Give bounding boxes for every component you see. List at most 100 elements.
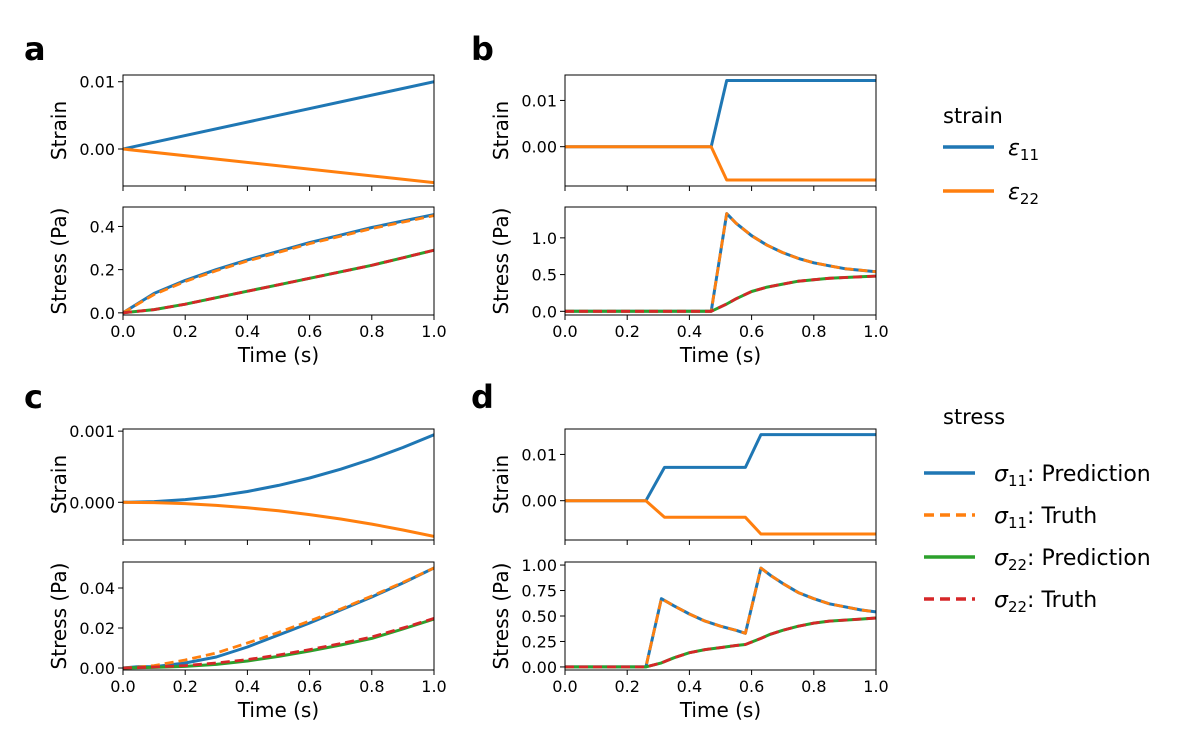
stress-legend-title: stress	[943, 405, 1005, 429]
stress-legend-entry-3: σ22: Truth	[924, 588, 1097, 616]
x-tick-label-a-stress-2: 0.4	[235, 322, 260, 341]
plots: 0.00 0.01 Strain 0.0 0.2 0.4 0.0 0.2 0.4 0.6 0.8 1.…	[47, 73, 889, 722]
plot-frame-a-strain	[122, 74, 435, 187]
plot-frame-c-stress	[122, 561, 435, 671]
y-tick-label-a-stress-0: 0.0	[90, 304, 115, 323]
series-line-c-stress-s22_pred	[123, 617, 434, 670]
x-tick-label-a-stress-1: 0.2	[172, 322, 197, 341]
y-axis-label-a-stress: Stress (Pa)	[47, 208, 71, 315]
y-tick-label-c-stress-0: 0.00	[79, 659, 115, 678]
stress-legend-entry-0: σ11: Prediction	[924, 462, 1151, 490]
x-tick-label-b-stress-4: 0.8	[801, 322, 826, 341]
stress-legend: stress σ11: Prediction σ11: Truth σ22: Pre…	[924, 405, 1151, 616]
panel-label-d: d	[471, 378, 494, 416]
strain-legend-title: strain	[943, 104, 1003, 128]
plot-b-stress: 0.0 0.5 1.0 0.0 0.2 0.4 0.6 0.8 1.0 Stress (Pa) Ti…	[489, 206, 889, 367]
series-line-d-stress-s11_pred	[565, 566, 876, 669]
y-tick-label-b-stress-2: 1.0	[532, 229, 557, 248]
y-tick-label-d-strain-1: 0.01	[521, 445, 557, 464]
y-tick-label-b-stress-1: 0.5	[532, 266, 557, 285]
y-axis-label-b-strain: Strain	[489, 101, 513, 160]
x-axis-label-b-stress: Time (s)	[679, 343, 761, 367]
y-axis-label-b-stress: Stress (Pa)	[489, 208, 513, 315]
series-line-c-stress-s11_pred	[123, 566, 434, 670]
strain-legend-entry-1: ε22	[943, 180, 1039, 208]
strain-legend-label-0: ε11	[1008, 136, 1039, 164]
plot-d-stress: 0.00 0.25 0.50 0.75 1.00 0.0 0.2 0.4 0.6 0.8 1.0 St…	[489, 556, 889, 722]
stress-legend-label-2: σ22: Prediction	[994, 546, 1151, 574]
stress-legend-label-1: σ11: Truth	[994, 504, 1097, 532]
series-line-b-stress-s22_true	[565, 274, 876, 313]
series-line-d-stress-s11_true	[565, 566, 876, 669]
stress-legend-items: σ11: Prediction σ11: Truth σ22: Prediction…	[924, 462, 1151, 616]
y-tick-label-d-stress-2: 0.50	[521, 607, 557, 626]
series-line-d-stress-s22_true	[565, 616, 876, 669]
x-tick-label-c-stress-1: 0.2	[172, 677, 197, 696]
stress-legend-label-3: σ22: Truth	[994, 588, 1097, 616]
panel-label-b: b	[471, 30, 494, 68]
series-line-c-stress-s22_true	[123, 617, 434, 670]
x-axis-label-c-stress: Time (s)	[237, 698, 319, 722]
y-tick-label-a-stress-1: 0.2	[90, 261, 115, 280]
plot-a-strain: 0.00 0.01 Strain	[47, 73, 435, 191]
plot-a-stress: 0.0 0.2 0.4 0.0 0.2 0.4 0.6 0.8 1.0 Stress (Pa) Ti…	[47, 206, 447, 367]
y-tick-label-b-strain-1: 0.01	[521, 91, 557, 110]
y-tick-label-a-strain-1: 0.01	[79, 73, 115, 92]
x-tick-label-d-stress-1: 0.2	[614, 677, 639, 696]
x-tick-label-b-stress-2: 0.4	[677, 322, 702, 341]
x-tick-label-b-stress-3: 0.6	[739, 322, 764, 341]
x-tick-label-b-stress-0: 0.0	[552, 322, 577, 341]
y-axis-label-c-strain: Strain	[47, 455, 71, 514]
x-tick-label-c-stress-5: 1.0	[421, 677, 446, 696]
y-tick-label-c-strain-1: 0.001	[69, 422, 115, 441]
y-axis-label-d-stress: Stress (Pa)	[489, 563, 513, 670]
series-line-c-strain-e22	[123, 500, 434, 538]
plot-c-strain: 0.000 0.001 Strain	[47, 422, 435, 545]
stress-legend-entry-2: σ22: Prediction	[924, 546, 1151, 574]
series-line-b-stress-s11_true	[565, 212, 876, 313]
series-line-a-strain-e22	[123, 147, 434, 185]
y-axis-label-d-strain: Strain	[489, 455, 513, 514]
series-line-a-stress-s11_pred	[123, 213, 434, 315]
y-tick-label-c-strain-0: 0.000	[69, 493, 115, 512]
plot-d-strain: 0.00 0.01 Strain	[489, 428, 877, 545]
x-tick-label-d-stress-3: 0.6	[739, 677, 764, 696]
strain-legend-items: ε11 ε22	[943, 136, 1039, 208]
y-tick-label-c-stress-1: 0.02	[79, 619, 115, 638]
strain-legend-entry-0: ε11	[943, 136, 1039, 164]
series-line-a-strain-e11	[123, 80, 434, 151]
x-tick-label-a-stress-4: 0.8	[359, 322, 384, 341]
panel-label-c: c	[24, 378, 43, 416]
x-tick-label-b-stress-5: 1.0	[863, 322, 888, 341]
y-tick-label-d-strain-0: 0.00	[521, 492, 557, 511]
series-line-c-stress-s11_true	[123, 566, 434, 670]
y-tick-label-a-strain-0: 0.00	[79, 140, 115, 159]
x-axis-label-d-stress: Time (s)	[679, 698, 761, 722]
plot-c-stress: 0.00 0.02 0.04 0.0 0.2 0.4 0.6 0.8 1.0 Stress (Pa…	[47, 561, 447, 722]
y-tick-label-d-stress-3: 0.75	[521, 582, 557, 601]
y-tick-label-b-strain-0: 0.00	[521, 138, 557, 157]
series-line-d-strain-e22	[565, 499, 876, 536]
stress-legend-label-0: σ11: Prediction	[994, 462, 1151, 490]
y-axis-label-c-stress: Stress (Pa)	[47, 563, 71, 670]
strain-legend: strain ε11 ε22	[943, 104, 1039, 208]
x-tick-label-a-stress-5: 1.0	[421, 322, 446, 341]
panel-label-a: a	[24, 30, 46, 68]
x-tick-label-c-stress-2: 0.4	[235, 677, 260, 696]
x-tick-label-d-stress-0: 0.0	[552, 677, 577, 696]
x-tick-label-c-stress-4: 0.8	[359, 677, 384, 696]
y-tick-label-d-stress-0: 0.00	[521, 658, 557, 677]
plot-frame-b-stress	[564, 206, 877, 316]
y-tick-label-c-stress-2: 0.04	[79, 579, 115, 598]
x-tick-label-b-stress-1: 0.2	[614, 322, 639, 341]
plot-frame-a-stress	[122, 206, 435, 316]
series-line-c-strain-e11	[123, 433, 434, 504]
x-tick-label-d-stress-5: 1.0	[863, 677, 888, 696]
series-line-b-stress-s11_pred	[565, 212, 876, 313]
plot-frame-d-strain	[564, 428, 877, 541]
series-line-a-stress-s11_true	[123, 214, 434, 315]
x-tick-label-c-stress-0: 0.0	[110, 677, 135, 696]
series-line-a-stress-s22_pred	[123, 248, 434, 315]
x-tick-label-d-stress-2: 0.4	[677, 677, 702, 696]
x-axis-label-a-stress: Time (s)	[237, 343, 319, 367]
